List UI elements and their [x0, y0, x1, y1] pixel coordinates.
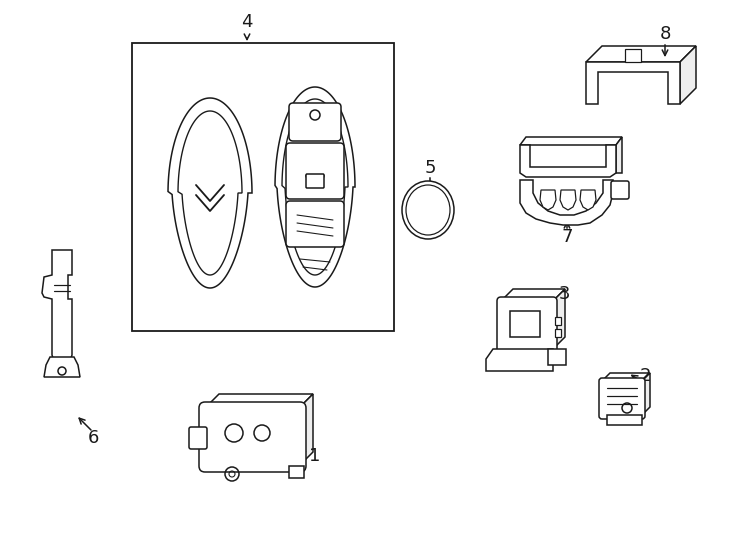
- Polygon shape: [616, 137, 622, 173]
- Polygon shape: [680, 46, 696, 104]
- Bar: [548, 349, 566, 365]
- FancyBboxPatch shape: [306, 174, 324, 188]
- Polygon shape: [275, 87, 355, 287]
- Ellipse shape: [402, 181, 454, 239]
- Text: 1: 1: [309, 447, 321, 465]
- Polygon shape: [520, 180, 613, 225]
- FancyBboxPatch shape: [286, 201, 344, 247]
- Polygon shape: [178, 111, 242, 275]
- Text: 8: 8: [659, 25, 671, 43]
- Bar: [625, 49, 641, 62]
- Text: 7: 7: [562, 228, 573, 246]
- Polygon shape: [607, 415, 642, 425]
- Ellipse shape: [406, 185, 450, 235]
- FancyBboxPatch shape: [199, 402, 306, 472]
- Text: 6: 6: [87, 429, 98, 447]
- FancyBboxPatch shape: [289, 103, 341, 141]
- Polygon shape: [540, 190, 556, 210]
- Text: 5: 5: [424, 159, 436, 177]
- Bar: [510, 311, 540, 337]
- Polygon shape: [44, 357, 80, 377]
- Polygon shape: [299, 394, 313, 466]
- Polygon shape: [560, 190, 576, 210]
- Polygon shape: [501, 289, 565, 301]
- FancyBboxPatch shape: [286, 143, 344, 199]
- Text: 4: 4: [241, 13, 252, 31]
- Polygon shape: [642, 373, 650, 415]
- Polygon shape: [553, 289, 565, 349]
- Polygon shape: [520, 145, 616, 177]
- Polygon shape: [586, 62, 680, 104]
- FancyBboxPatch shape: [497, 297, 557, 353]
- Polygon shape: [520, 137, 622, 145]
- Polygon shape: [205, 394, 313, 408]
- Polygon shape: [580, 190, 596, 210]
- Bar: [132, 43, 394, 331]
- Polygon shape: [602, 373, 650, 381]
- FancyBboxPatch shape: [189, 427, 207, 449]
- Polygon shape: [586, 46, 696, 62]
- Polygon shape: [42, 250, 72, 375]
- Polygon shape: [282, 99, 348, 275]
- Polygon shape: [168, 98, 252, 288]
- Polygon shape: [289, 466, 304, 478]
- Bar: [555, 329, 561, 337]
- Polygon shape: [486, 349, 553, 371]
- FancyBboxPatch shape: [611, 181, 629, 199]
- Text: 2: 2: [639, 367, 651, 385]
- Text: 3: 3: [559, 285, 570, 303]
- FancyBboxPatch shape: [599, 378, 645, 419]
- Bar: [555, 317, 561, 325]
